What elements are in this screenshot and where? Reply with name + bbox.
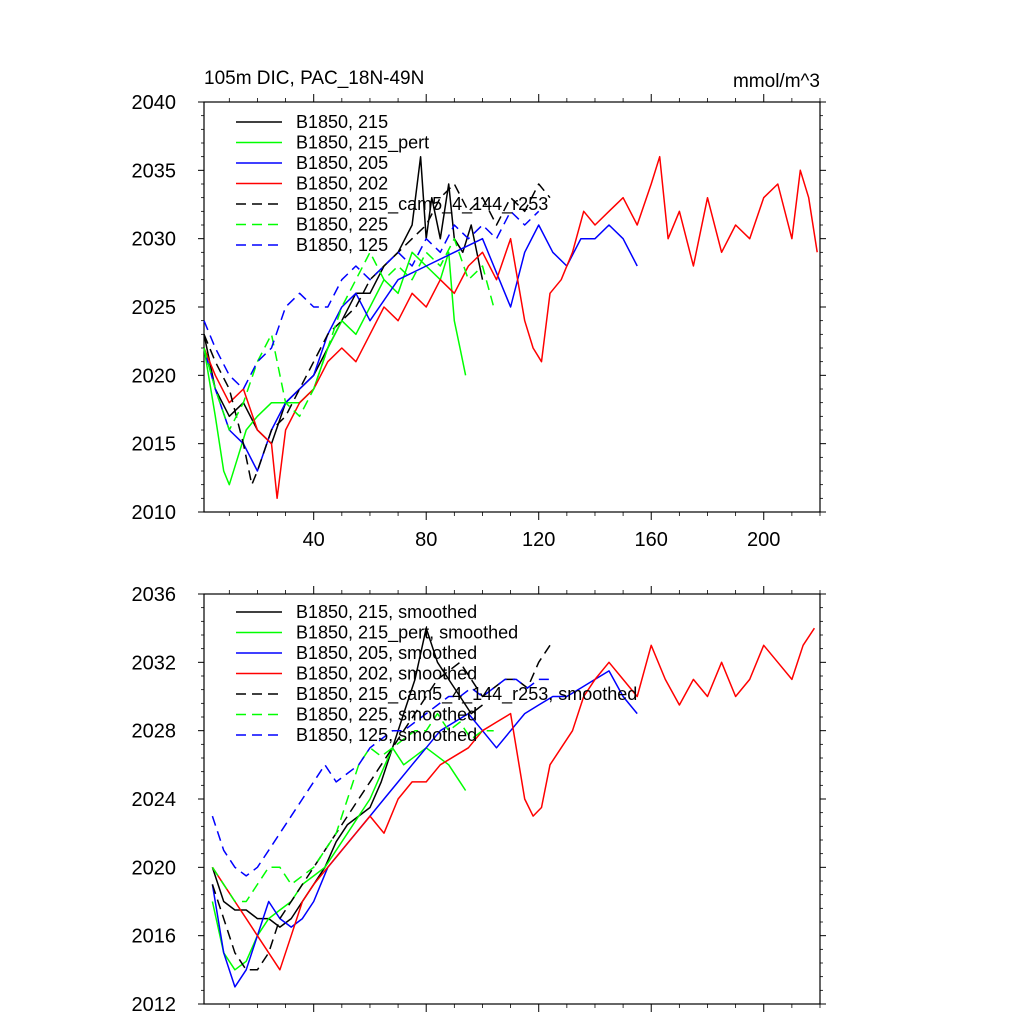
legend-label: B1850, 125, smoothed	[296, 725, 477, 745]
series-line	[211, 644, 551, 971]
units-label: mmol/m^3	[733, 71, 820, 92]
y-tick-label: 2015	[132, 434, 177, 456]
series-line	[203, 210, 540, 390]
legend-label: B1850, 215_cam5_4_144_r253, smoothed	[296, 684, 637, 705]
series-line	[211, 678, 550, 877]
legend-label: B1850, 205, smoothed	[296, 643, 477, 663]
series-line	[203, 251, 467, 486]
y-tick-label: 2020	[132, 857, 177, 879]
y-tick-label: 2035	[132, 160, 177, 182]
x-tick-label: 40	[303, 529, 325, 551]
y-tick-label: 2024	[132, 789, 177, 811]
legend-label: B1850, 202, smoothed	[296, 664, 477, 684]
legend-label: B1850, 225	[296, 215, 388, 235]
series-line	[211, 627, 483, 928]
x-tick-label: 120	[522, 529, 555, 551]
legend-label: B1850, 215_pert, smoothed	[296, 623, 518, 644]
legend-label: B1850, 205	[296, 153, 388, 173]
legend-label: B1850, 215_pert	[296, 133, 429, 154]
series-line	[203, 183, 551, 486]
y-tick-label: 2020	[132, 365, 177, 387]
y-tick-label: 2036	[132, 584, 177, 606]
y-tick-label: 2010	[132, 502, 177, 524]
legend-label: B1850, 225, smoothed	[296, 705, 477, 725]
y-tick-label: 2032	[132, 652, 177, 674]
legend-label: B1850, 215	[296, 112, 388, 132]
series-line	[203, 155, 818, 500]
legend-label: B1850, 125	[296, 235, 388, 255]
y-tick-label: 2025	[132, 297, 177, 319]
y-tick-label: 2012	[132, 994, 177, 1016]
legend-label: B1850, 202	[296, 174, 388, 194]
x-tick-label: 200	[747, 529, 780, 551]
y-tick-label: 2040	[132, 92, 177, 114]
legend-label: B1850, 215_cam5_4_144_r253	[296, 194, 548, 215]
y-tick-label: 2030	[132, 229, 177, 251]
x-tick-label: 80	[415, 529, 437, 551]
series-line	[211, 670, 638, 988]
y-tick-label: 2016	[132, 926, 177, 948]
top-panel: 2010 2015 2020 2025 2030 2035 2040 40 80 120 160 20…	[132, 92, 826, 551]
bottom-panel: 2012 2016 2020 2024 2028 2032 2036 B1850, 215, …	[132, 584, 826, 1016]
series-line	[211, 712, 494, 903]
y-tick-label: 2028	[132, 721, 177, 743]
series-line	[211, 627, 816, 971]
legend-label: B1850, 215, smoothed	[296, 602, 477, 622]
series-line	[203, 237, 495, 431]
chart-title: 105m DIC, PAC_18N-49N	[204, 68, 424, 89]
x-tick-label: 160	[635, 529, 668, 551]
series-line	[203, 224, 638, 472]
